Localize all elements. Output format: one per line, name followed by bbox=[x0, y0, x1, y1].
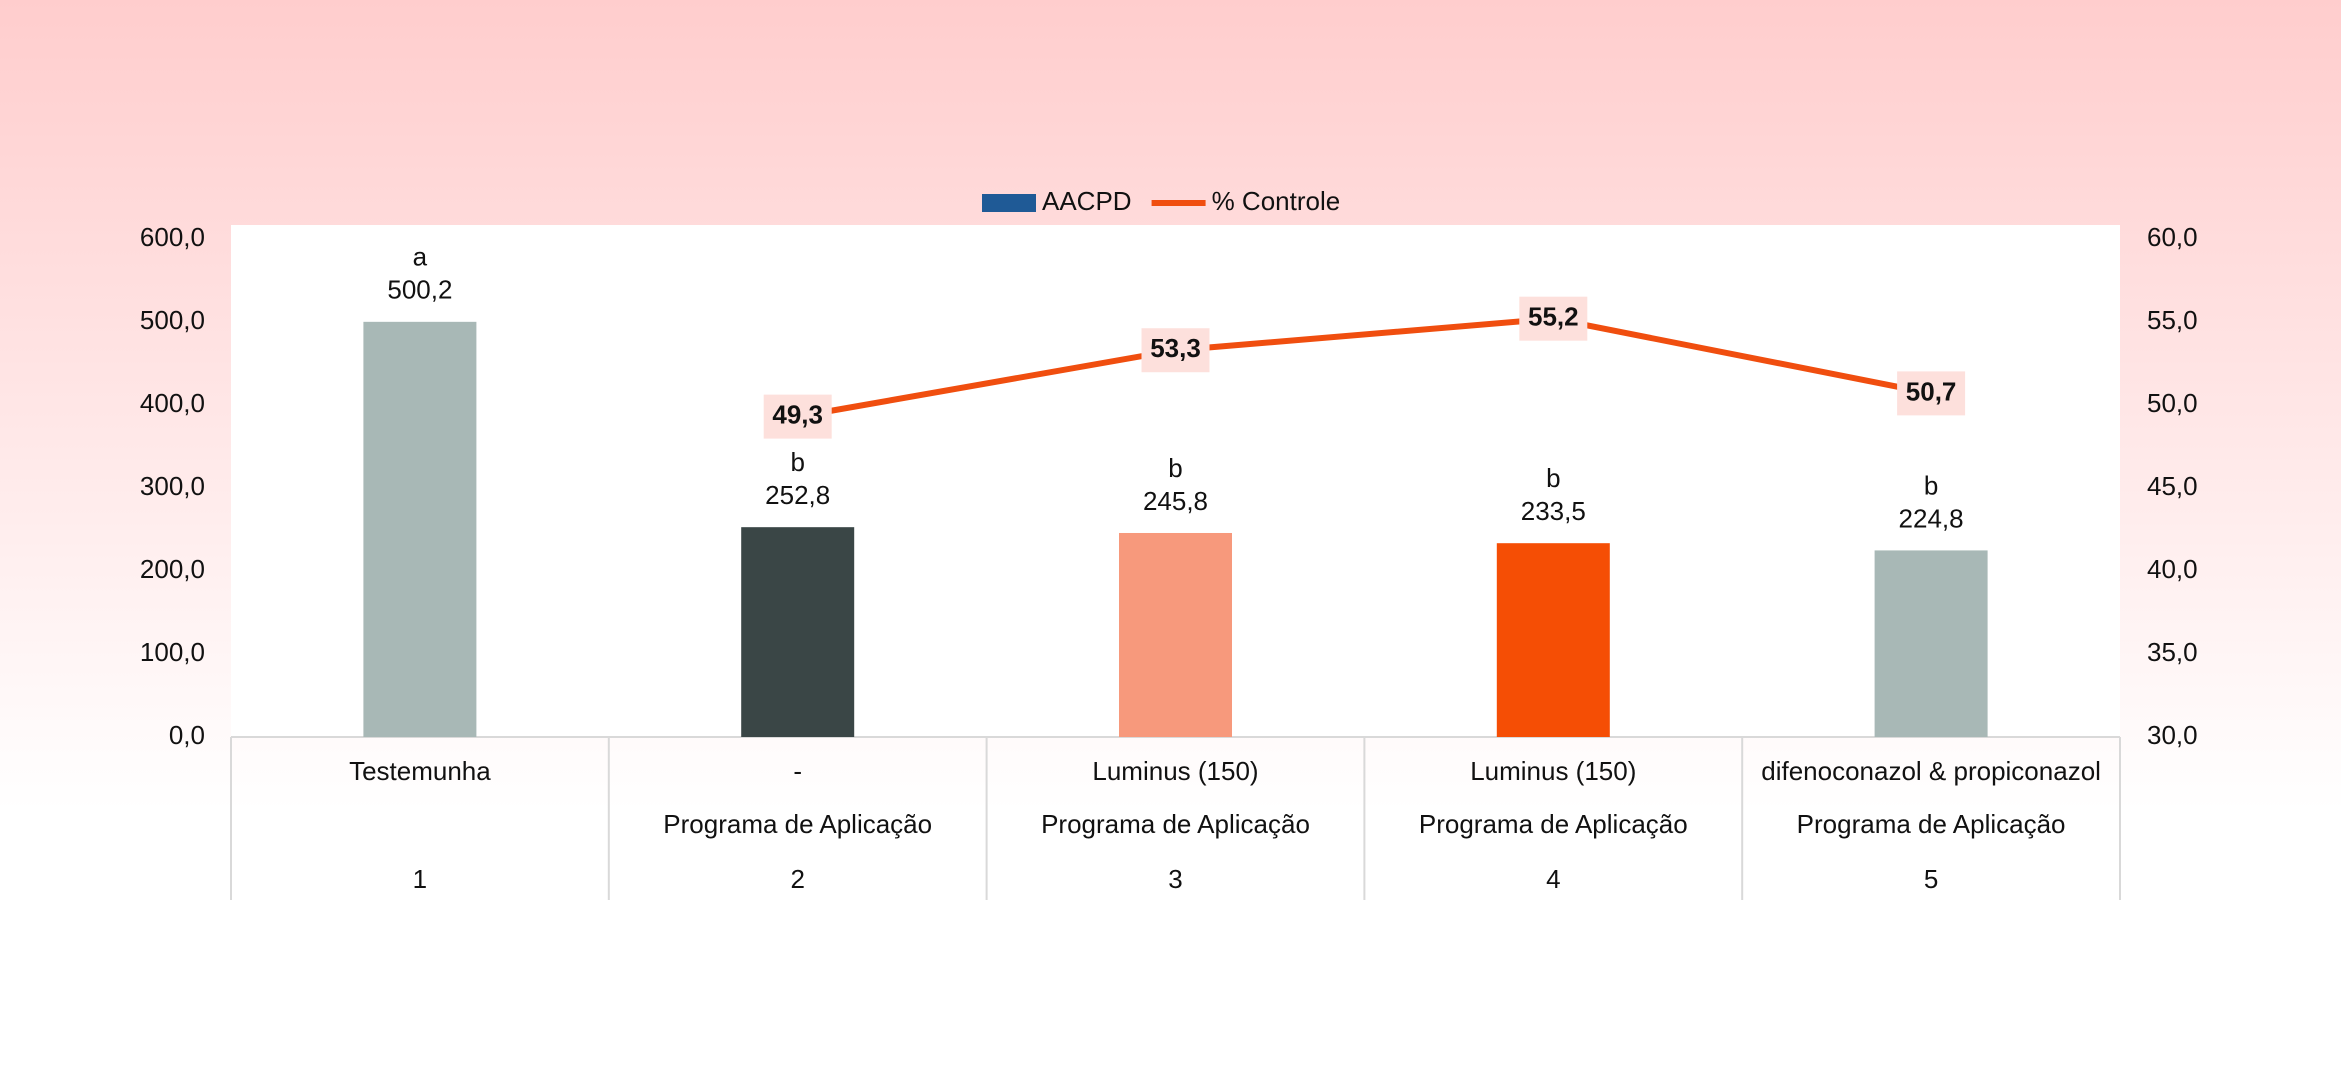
y-tick-label: 300,0 bbox=[140, 471, 205, 501]
bar bbox=[1874, 550, 1988, 737]
y2-tick-label: 55,0 bbox=[2147, 305, 2198, 335]
bar-value-label: 233,5 bbox=[1521, 496, 1586, 526]
y2-tick-label: 35,0 bbox=[2147, 637, 2198, 667]
y2-tick-label: 45,0 bbox=[2147, 471, 2198, 501]
x-tick-label: difenoconazol & propiconazol bbox=[1761, 756, 2101, 786]
x-tick-label: Luminus (150) bbox=[1470, 756, 1636, 786]
bar-letter-label: a bbox=[413, 242, 428, 272]
bar-letter-label: b bbox=[1168, 453, 1182, 483]
y-tick-label: 0,0 bbox=[169, 720, 205, 750]
x-tick-label: Programa de Aplicação bbox=[1419, 809, 1688, 839]
bar bbox=[1119, 532, 1232, 737]
x-tick-label: 1 bbox=[413, 864, 427, 894]
y2-tick-label: 30,0 bbox=[2147, 720, 2198, 750]
bar bbox=[1496, 543, 1610, 737]
x-tick-label: 4 bbox=[1546, 864, 1560, 894]
y2-tick-label: 60,0 bbox=[2147, 222, 2198, 252]
y-tick-label: 500,0 bbox=[140, 305, 205, 335]
x-tick-label: Programa de Aplicação bbox=[663, 809, 932, 839]
bar-value-label: 245,8 bbox=[1143, 486, 1208, 516]
bar-letter-label: b bbox=[1546, 463, 1560, 493]
x-tick-label: - bbox=[793, 756, 802, 786]
y-tick-label: 600,0 bbox=[140, 222, 205, 252]
legend-label: AACPD bbox=[1042, 186, 1132, 216]
y-tick-label: 200,0 bbox=[140, 554, 205, 584]
y2-tick-label: 50,0 bbox=[2147, 388, 2198, 418]
bar-letter-label: b bbox=[1924, 470, 1938, 500]
bar-value-label: 252,8 bbox=[765, 480, 830, 510]
legend-swatch bbox=[982, 194, 1036, 212]
x-tick-label: Programa de Aplicação bbox=[1041, 809, 1310, 839]
label-box bbox=[1141, 328, 1210, 373]
x-tick-label: Testemunha bbox=[349, 756, 491, 786]
bar bbox=[741, 527, 855, 737]
line-value-label: 49,3 bbox=[772, 399, 823, 429]
x-tick-label: 3 bbox=[1168, 864, 1182, 894]
bar bbox=[363, 321, 477, 737]
y-tick-label: 100,0 bbox=[140, 637, 205, 667]
label-box bbox=[1897, 371, 1966, 416]
y2-tick-label: 40,0 bbox=[2147, 554, 2198, 584]
line-value-label: 53,3 bbox=[1150, 333, 1201, 363]
label-box bbox=[1519, 296, 1588, 341]
legend-label: % Controle bbox=[1212, 186, 1341, 216]
label-box bbox=[763, 394, 832, 439]
x-tick-label: Luminus (150) bbox=[1092, 756, 1258, 786]
line-value-label: 55,2 bbox=[1528, 302, 1579, 332]
line-value-label: 50,7 bbox=[1906, 376, 1957, 406]
line bbox=[797, 315, 1932, 420]
bar-value-label: 224,8 bbox=[1899, 503, 1964, 533]
x-tick-label: 5 bbox=[1924, 864, 1938, 894]
x-tick-label: 2 bbox=[790, 864, 804, 894]
bar-letter-label: b bbox=[790, 447, 804, 477]
y-tick-label: 400,0 bbox=[140, 388, 205, 418]
x-tick-label: Programa de Aplicação bbox=[1797, 809, 2066, 839]
bar-value-label: 500,2 bbox=[387, 275, 452, 305]
